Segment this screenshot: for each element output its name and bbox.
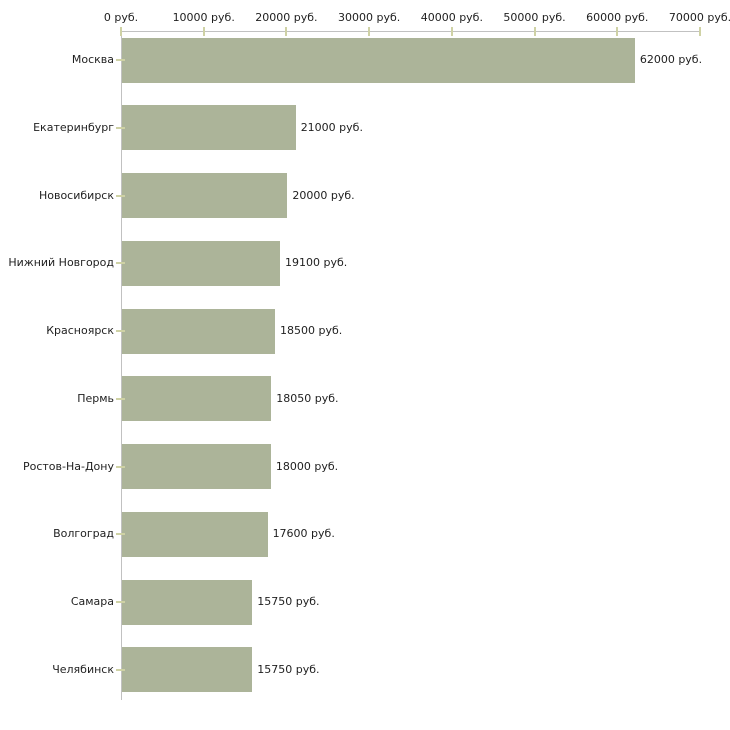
x-tick xyxy=(450,27,453,36)
x-tick-label: 30000 руб. xyxy=(338,11,401,24)
y-tick xyxy=(116,126,125,129)
category-label: Челябинск xyxy=(52,662,114,676)
x-tick xyxy=(699,27,701,36)
category-label: Пермь xyxy=(77,391,114,405)
x-tick xyxy=(285,27,288,36)
value-label: 17600 руб. xyxy=(272,527,335,541)
x-tick-label: 40000 руб. xyxy=(420,11,483,24)
value-label: 21000 руб. xyxy=(300,120,363,134)
value-label: 18050 руб. xyxy=(276,391,339,405)
category-label: Красноярск xyxy=(46,324,114,337)
category-label: Нижний Новгород xyxy=(8,256,114,270)
x-tick-label: 0 руб. xyxy=(103,11,139,24)
bar xyxy=(122,308,276,354)
value-label: 62000 руб. xyxy=(639,53,703,66)
category-label: Новосибирск xyxy=(38,188,114,202)
bar xyxy=(122,240,280,286)
y-tick xyxy=(116,194,125,197)
category-label: Волгоград xyxy=(53,527,114,541)
category-label: Екатеринбург xyxy=(33,120,114,134)
bar xyxy=(122,173,288,218)
value-label: 18500 руб. xyxy=(280,324,343,337)
x-tick xyxy=(533,27,536,36)
bar xyxy=(122,579,253,625)
y-axis-line xyxy=(121,31,122,700)
x-tick xyxy=(616,27,619,36)
category-label: Самара xyxy=(70,595,114,608)
x-tick-label: 70000 руб. xyxy=(668,11,730,24)
x-tick-label: 20000 руб. xyxy=(255,11,318,24)
y-tick xyxy=(116,59,125,61)
y-tick xyxy=(116,262,125,265)
y-tick xyxy=(116,397,125,400)
bar xyxy=(122,376,272,422)
y-tick xyxy=(116,533,125,536)
value-label: 18000 руб. xyxy=(275,459,339,473)
x-tick xyxy=(202,27,205,36)
x-tick xyxy=(368,27,371,36)
value-label: 19100 руб. xyxy=(284,256,348,270)
x-tick-label: 10000 руб. xyxy=(172,11,235,24)
value-label: 15750 руб. xyxy=(257,595,320,608)
x-tick-label: 50000 руб. xyxy=(503,11,566,24)
y-tick xyxy=(116,465,125,468)
x-axis-line xyxy=(121,31,701,32)
bar xyxy=(122,37,635,83)
x-tick-label: 60000 руб. xyxy=(586,11,649,24)
y-tick xyxy=(116,330,125,332)
bar xyxy=(122,105,296,151)
bar xyxy=(122,647,253,693)
x-tick xyxy=(120,27,122,36)
value-label: 20000 руб. xyxy=(292,188,355,202)
category-label: Москва xyxy=(71,53,114,66)
value-label: 15750 руб. xyxy=(257,662,320,676)
y-tick xyxy=(116,601,125,603)
bar xyxy=(122,444,271,489)
bar xyxy=(122,511,268,557)
y-tick xyxy=(116,668,125,671)
category-label: Ростов-На-Дону xyxy=(22,459,114,473)
